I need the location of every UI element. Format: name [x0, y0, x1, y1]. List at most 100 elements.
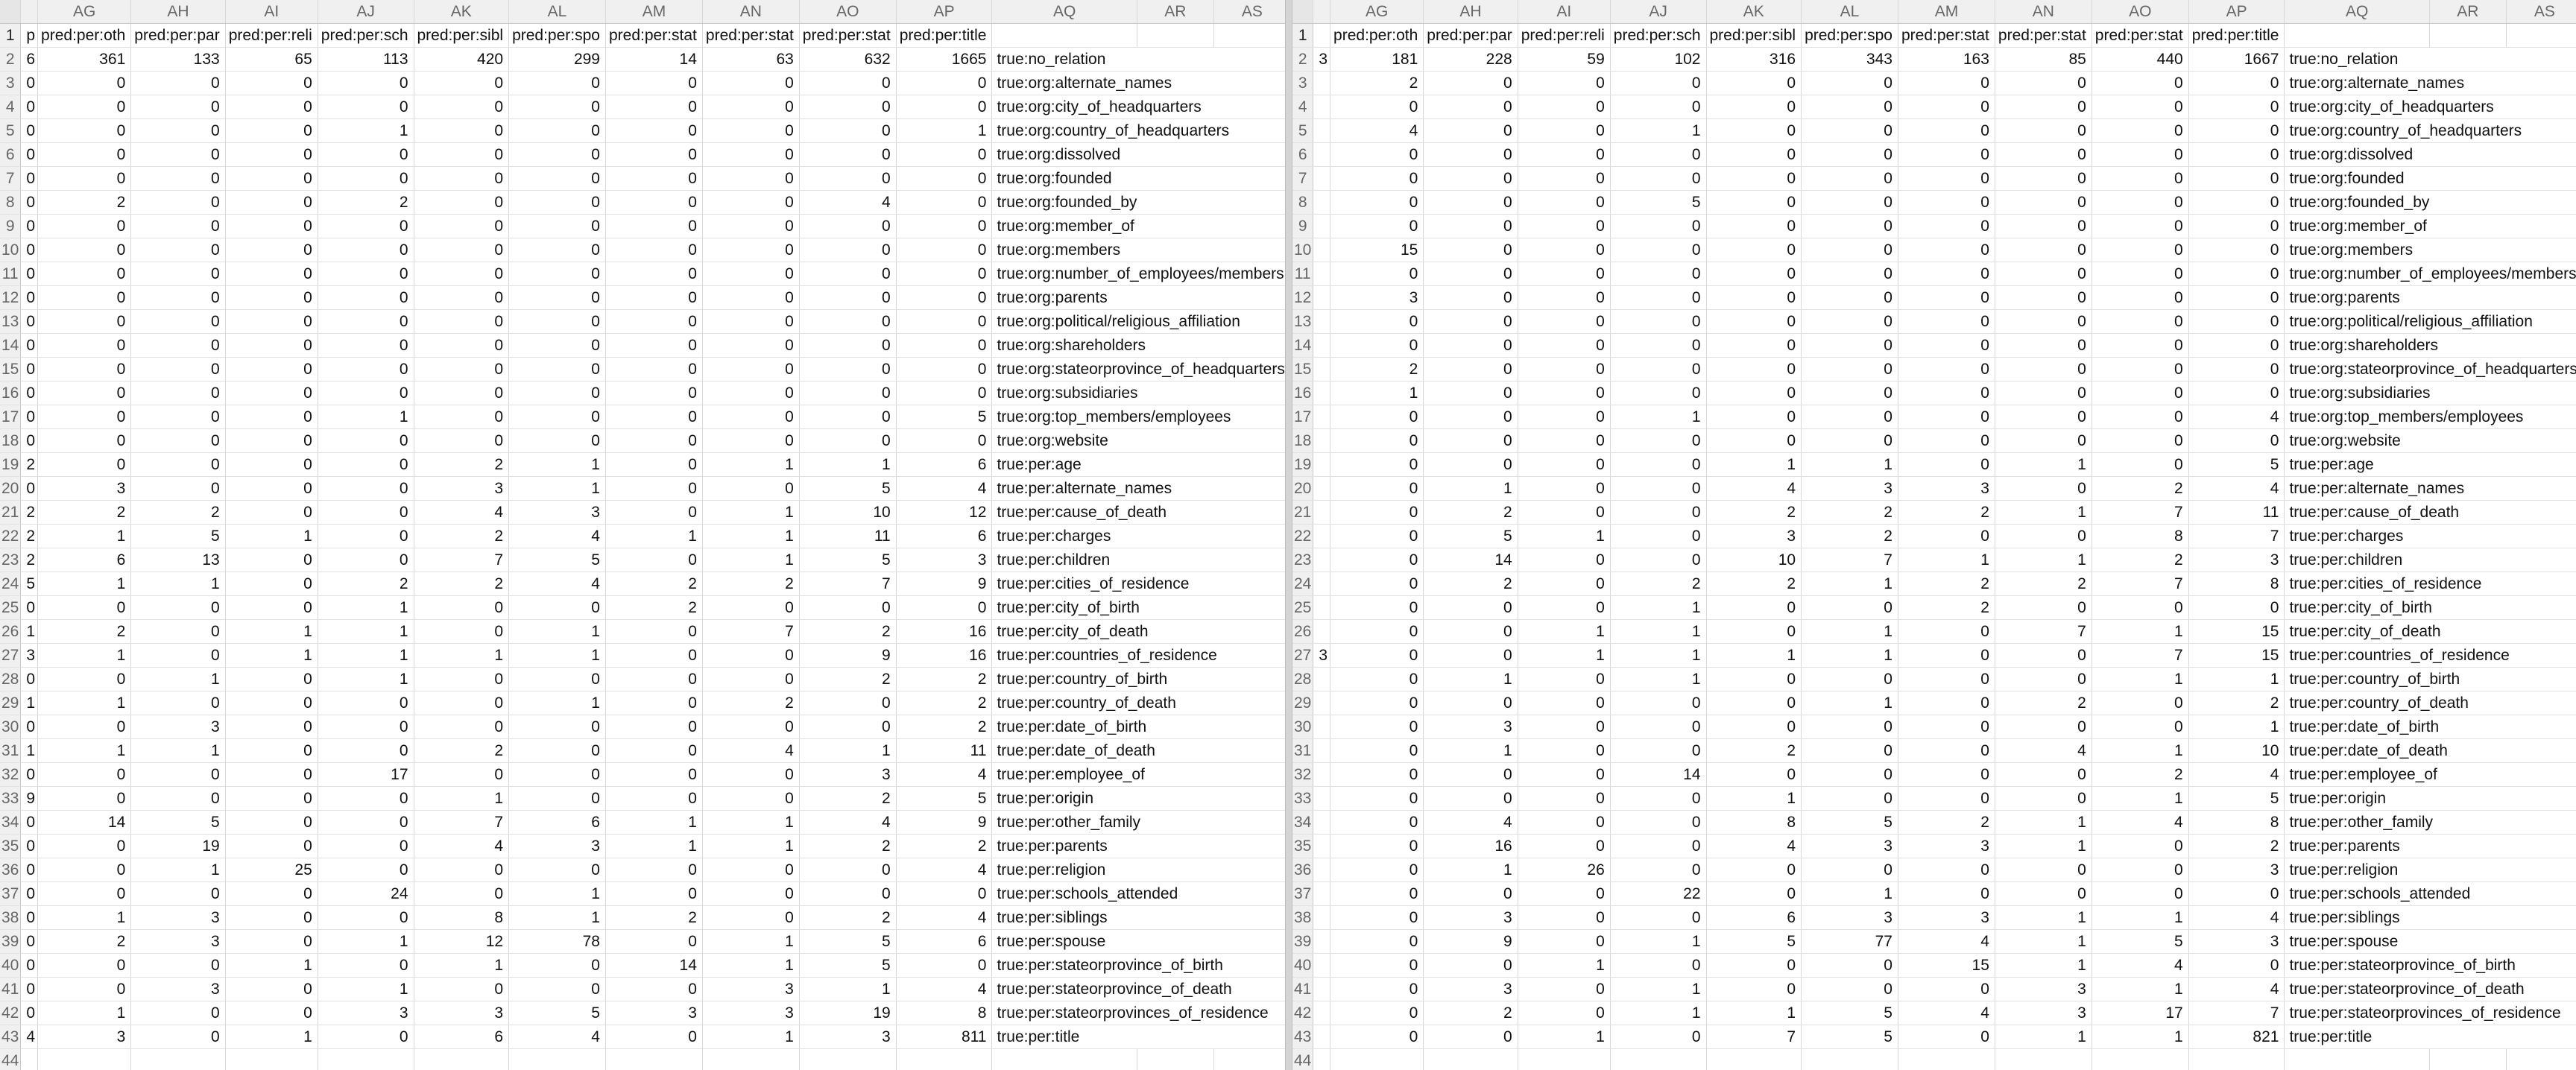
cell[interactable]: 8 — [896, 1001, 993, 1025]
cell[interactable] — [1313, 190, 1331, 215]
cell[interactable]: 0 — [1610, 476, 1707, 501]
cell[interactable]: 0 — [702, 262, 800, 286]
cell[interactable]: 0 — [1706, 881, 1802, 906]
cell[interactable]: 0 — [1898, 405, 1995, 429]
cell[interactable]: 0 — [1706, 667, 1802, 691]
row-number[interactable]: 7 — [0, 166, 22, 191]
row-number[interactable]: 11 — [0, 262, 22, 286]
cell[interactable]: 2 — [414, 452, 510, 477]
cell[interactable]: 0 — [1706, 214, 1802, 238]
cell[interactable]: 0 — [2188, 95, 2285, 119]
cell[interactable]: 0 — [1610, 953, 1707, 978]
cell[interactable]: 1 — [605, 810, 703, 835]
label-cell[interactable]: true:per:cities_of_residence — [991, 572, 1285, 596]
label-cell[interactable]: true:per:stateorprovinces_of_residence — [2284, 1001, 2576, 1025]
cell[interactable]: 0 — [2188, 190, 2285, 215]
column-header-ah[interactable]: AH — [1423, 0, 1518, 24]
cell[interactable]: 0 — [318, 214, 414, 238]
empty-cell[interactable] — [1995, 1048, 2092, 1070]
cell[interactable]: 0 — [37, 715, 132, 739]
cell[interactable] — [1313, 23, 1331, 48]
cell[interactable]: 0 — [1898, 95, 1995, 119]
cell[interactable]: 4 — [896, 476, 993, 501]
cell[interactable]: 0 — [225, 238, 318, 262]
cell[interactable]: 0 — [414, 118, 510, 143]
header-cell[interactable]: pred:per:sibl — [414, 23, 510, 48]
cell[interactable]: 0 — [414, 667, 510, 691]
cell[interactable]: 0 — [318, 1025, 414, 1049]
cell[interactable]: 1 — [1995, 953, 2092, 978]
row-number[interactable]: 2 — [1292, 47, 1314, 72]
cell[interactable]: 0 — [414, 405, 510, 429]
cell[interactable]: 0 — [414, 309, 510, 334]
cell[interactable]: 0 — [318, 95, 414, 119]
cell[interactable]: 0 — [1518, 405, 1611, 429]
cell[interactable]: 4 — [1995, 738, 2092, 763]
cell[interactable]: 0 — [414, 858, 510, 882]
cell[interactable]: 0 — [130, 643, 226, 668]
cell[interactable]: 2 — [2092, 476, 2189, 501]
label-cell[interactable]: true:per:date_of_birth — [991, 715, 1285, 739]
empty-cell[interactable] — [37, 1048, 132, 1070]
cell[interactable]: 0 — [1330, 595, 1424, 620]
cell[interactable]: 0 — [508, 977, 606, 1001]
cell[interactable]: 0 — [799, 595, 897, 620]
cell[interactable]: 0 — [20, 1001, 39, 1025]
cell[interactable]: 0 — [2092, 715, 2189, 739]
cell[interactable] — [1313, 476, 1331, 501]
cell[interactable]: 0 — [1518, 71, 1611, 95]
cell[interactable]: 0 — [1423, 214, 1518, 238]
cell[interactable]: 0 — [605, 452, 703, 477]
label-cell[interactable]: true:org:number_of_employees/members — [2284, 262, 2576, 286]
label-cell[interactable]: true:per:country_of_death — [2284, 691, 2576, 715]
cell[interactable]: 1 — [318, 595, 414, 620]
cell[interactable]: 2 — [799, 834, 897, 858]
label-cell[interactable]: true:org:website — [991, 428, 1285, 453]
cell[interactable]: 0 — [2092, 142, 2189, 167]
cell[interactable]: 6 — [37, 548, 132, 572]
cell[interactable]: 6 — [896, 452, 993, 477]
cell[interactable]: 0 — [130, 1001, 226, 1025]
cell[interactable]: 7 — [414, 810, 510, 835]
cell[interactable]: 0 — [225, 142, 318, 167]
column-header-an[interactable]: AN — [1995, 0, 2092, 24]
cell[interactable]: 1 — [2188, 715, 2285, 739]
cell[interactable]: 0 — [508, 333, 606, 358]
cell[interactable]: 1 — [130, 667, 226, 691]
cell[interactable]: 0 — [1706, 405, 1802, 429]
cell[interactable]: 0 — [1518, 977, 1611, 1001]
cell[interactable]: 5 — [508, 548, 606, 572]
cell[interactable]: 0 — [225, 190, 318, 215]
cell[interactable]: 0 — [414, 595, 510, 620]
cell[interactable]: 0 — [2188, 428, 2285, 453]
cell[interactable]: 5 — [20, 572, 39, 596]
cell[interactable]: 3 — [1898, 476, 1995, 501]
left-sheet-pane[interactable]: AG AH AI AJ AK AL AM AN AO AP AQ AR AS 1 p pred:per:oth… — [0, 0, 1285, 1070]
cell[interactable]: 2 — [1801, 500, 1898, 525]
cell[interactable]: 0 — [1330, 572, 1424, 596]
label-cell[interactable]: true:org:country_of_headquarters — [2284, 118, 2576, 143]
empty-cell[interactable] — [1137, 23, 1214, 48]
cell[interactable]: 19 — [799, 1001, 897, 1025]
row-number[interactable]: 44 — [1292, 1048, 1314, 1070]
cell[interactable]: 0 — [37, 834, 132, 858]
cell[interactable]: 0 — [414, 262, 510, 286]
cell[interactable]: 4 — [2092, 810, 2189, 835]
cell[interactable]: 0 — [1995, 405, 2092, 429]
cell[interactable]: 0 — [896, 881, 993, 906]
cell[interactable]: 0 — [508, 285, 606, 310]
cell[interactable]: 0 — [1423, 309, 1518, 334]
cell[interactable]: 0 — [799, 715, 897, 739]
cell[interactable]: 0 — [20, 405, 39, 429]
column-header-am[interactable]: AM — [605, 0, 703, 24]
cell[interactable]: 0 — [1898, 190, 1995, 215]
cell[interactable]: 0 — [1706, 595, 1802, 620]
cell[interactable]: 0 — [799, 333, 897, 358]
cell[interactable]: 2 — [318, 572, 414, 596]
cell[interactable]: 0 — [225, 691, 318, 715]
cell[interactable]: 4 — [508, 572, 606, 596]
cell[interactable]: 0 — [1995, 667, 2092, 691]
cell[interactable]: 0 — [508, 405, 606, 429]
cell[interactable]: 5 — [130, 524, 226, 548]
cell[interactable]: 0 — [1423, 595, 1518, 620]
